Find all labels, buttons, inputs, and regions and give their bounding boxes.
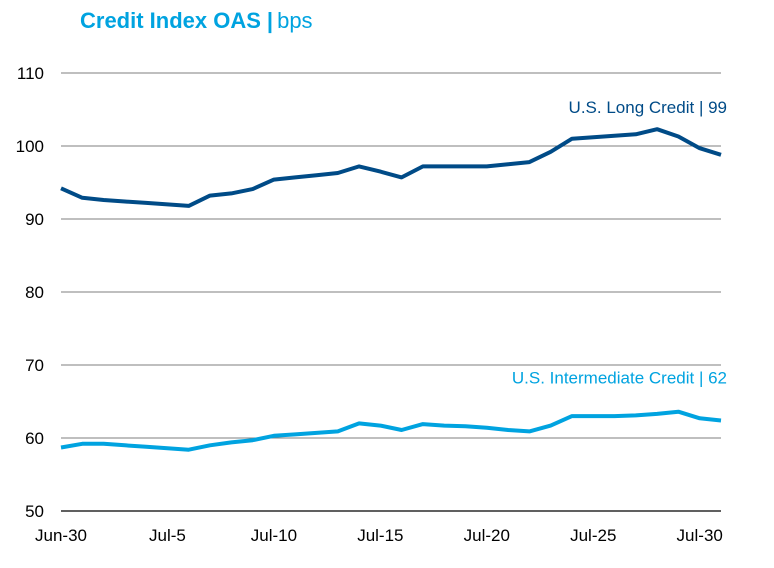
x-tick-label: Jun-30: [35, 526, 87, 545]
x-tick-label: Jul-30: [677, 526, 723, 545]
x-axis-tick-labels: Jun-30 Jul-5 Jul-10 Jul-15 Jul-20 Jul-25 Jul-3…: [35, 526, 723, 545]
y-tick-label: 70: [25, 356, 44, 375]
y-tick-label: 80: [25, 283, 44, 302]
chart-title-unit: bps: [277, 8, 313, 33]
x-tick-label: Jul-20: [464, 526, 510, 545]
x-tick-label: Jul-15: [357, 526, 403, 545]
chart-title-text: Credit Index OAS: [80, 8, 261, 33]
chart-title-separator: |: [266, 8, 274, 33]
gridlines: [61, 72, 721, 439]
series-line-intermediate-credit: [60, 409, 722, 452]
y-tick-label: 110: [17, 64, 44, 83]
x-tick-label: Jul-25: [570, 526, 616, 545]
chart-title: Credit Index OAS | bps: [80, 8, 313, 34]
series-label-long-credit: U.S. Long Credit | 99: [569, 98, 727, 117]
y-axis-tick-labels: 50 60 70 80 90 100 110: [16, 64, 44, 521]
series-lines: [60, 127, 722, 452]
series-labels: U.S. Long Credit | 99 U.S. Intermediate C…: [512, 98, 727, 388]
x-tick-label: Jul-5: [149, 526, 186, 545]
series-label-intermediate-credit: U.S. Intermediate Credit | 62: [512, 368, 727, 387]
y-tick-label: 50: [25, 502, 44, 521]
series-line-long-credit: [60, 127, 722, 208]
y-tick-label: 60: [25, 429, 44, 448]
x-tick-label: Jul-10: [251, 526, 297, 545]
y-tick-label: 90: [25, 210, 44, 229]
y-tick-label: 100: [16, 137, 44, 156]
